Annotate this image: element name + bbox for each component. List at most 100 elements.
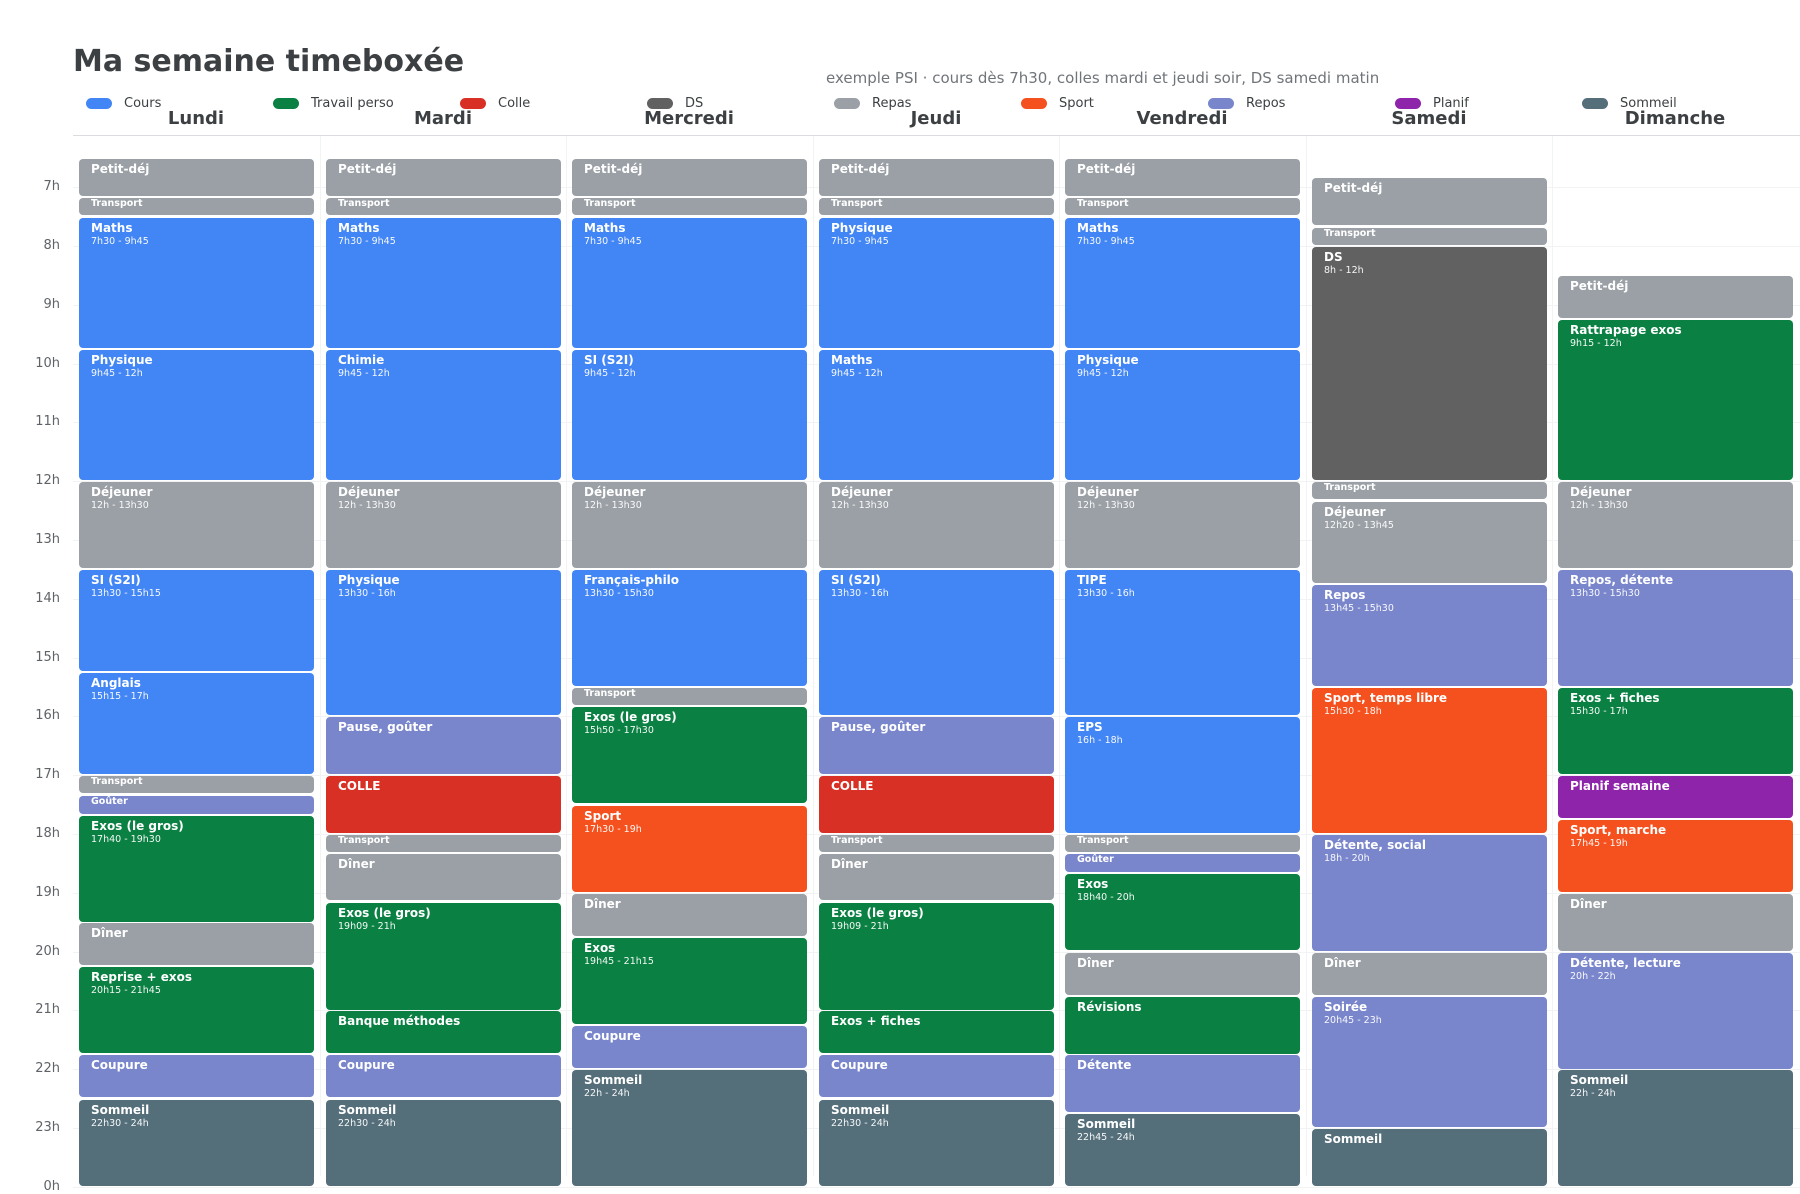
event-block[interactable]: Transport: [1312, 228, 1547, 245]
event-block[interactable]: Transport: [572, 688, 807, 705]
event-block[interactable]: Coupure: [79, 1055, 314, 1097]
event-block[interactable]: Petit-déj: [326, 159, 561, 196]
event-block[interactable]: Français-philo 13h30 - 15h30: [572, 570, 807, 686]
event-block[interactable]: Sommeil 22h - 24h: [572, 1070, 807, 1186]
event-block[interactable]: SI (S2I) 13h30 - 15h15: [79, 570, 314, 671]
event-time: 13h30 - 15h30: [1570, 588, 1640, 599]
event-block[interactable]: Physique 9h45 - 12h: [1065, 350, 1300, 480]
event-block[interactable]: SI (S2I) 9h45 - 12h: [572, 350, 807, 480]
event-block[interactable]: Physique 9h45 - 12h: [79, 350, 314, 480]
event-block[interactable]: Sommeil 22h30 - 24h: [79, 1100, 314, 1186]
event-block[interactable]: TIPE 13h30 - 16h: [1065, 570, 1300, 715]
event-block[interactable]: Petit-déj: [1312, 178, 1547, 225]
event-block[interactable]: Petit-déj: [79, 159, 314, 196]
event-block[interactable]: Détente, social 18h - 20h: [1312, 835, 1547, 951]
event-block[interactable]: Dîner: [326, 854, 561, 900]
event-block[interactable]: Exos (le gros) 19h09 - 21h: [819, 903, 1054, 1010]
event-block[interactable]: Anglais 15h15 - 17h: [79, 673, 314, 774]
event-block[interactable]: Coupure: [326, 1055, 561, 1097]
event-block[interactable]: Sommeil: [1312, 1129, 1547, 1186]
event-block[interactable]: EPS 16h - 18h: [1065, 717, 1300, 833]
event-title: Déjeuner: [1570, 485, 1632, 499]
event-block[interactable]: Transport: [1312, 482, 1547, 499]
event-block[interactable]: Chimie 9h45 - 12h: [326, 350, 561, 480]
event-block[interactable]: Physique 7h30 - 9h45: [819, 218, 1054, 348]
event-block[interactable]: Exos 19h45 - 21h15: [572, 938, 807, 1024]
event-block[interactable]: Sommeil 22h30 - 24h: [326, 1100, 561, 1186]
event-block[interactable]: Sport 17h30 - 19h: [572, 806, 807, 892]
event-block[interactable]: Déjeuner 12h20 - 13h45: [1312, 502, 1547, 583]
event-title: Transport: [831, 835, 883, 846]
event-block[interactable]: Petit-déj: [1558, 276, 1793, 318]
event-block[interactable]: Déjeuner 12h - 13h30: [1065, 482, 1300, 568]
event-title: Français-philo: [584, 573, 680, 587]
event-block[interactable]: Transport: [326, 198, 561, 215]
event-block[interactable]: Dîner: [1065, 953, 1300, 995]
event-block[interactable]: Petit-déj: [819, 159, 1054, 196]
event-block[interactable]: Sport, marche 17h45 - 19h: [1558, 820, 1793, 892]
event-block[interactable]: Petit-déj: [572, 159, 807, 196]
event-block[interactable]: Déjeuner 12h - 13h30: [572, 482, 807, 568]
event-title: Déjeuner: [338, 485, 400, 499]
event-block[interactable]: Transport: [79, 776, 314, 793]
event-block[interactable]: Déjeuner 12h - 13h30: [1558, 482, 1793, 568]
event-block[interactable]: Détente, lecture 20h - 22h: [1558, 953, 1793, 1069]
event-block[interactable]: SI (S2I) 13h30 - 16h: [819, 570, 1054, 715]
event-block[interactable]: Dîner: [1558, 894, 1793, 951]
event-block[interactable]: DS 8h - 12h: [1312, 247, 1547, 480]
event-block[interactable]: Exos (le gros) 17h40 - 19h30: [79, 816, 314, 922]
event-block[interactable]: COLLE: [326, 776, 561, 833]
event-block[interactable]: Coupure: [819, 1055, 1054, 1097]
event-block[interactable]: Maths 7h30 - 9h45: [326, 218, 561, 348]
event-block[interactable]: Transport: [819, 198, 1054, 215]
event-block[interactable]: Goûter: [1065, 854, 1300, 872]
event-block[interactable]: Maths 7h30 - 9h45: [572, 218, 807, 348]
event-title: Physique: [338, 573, 400, 587]
event-block[interactable]: Transport: [1065, 835, 1300, 852]
event-block[interactable]: Déjeuner 12h - 13h30: [819, 482, 1054, 568]
event-block[interactable]: Repos 13h45 - 15h30: [1312, 585, 1547, 686]
event-block[interactable]: Exos + fiches: [819, 1011, 1054, 1053]
event-block[interactable]: Sommeil 22h30 - 24h: [819, 1100, 1054, 1186]
event-block[interactable]: Planif semaine: [1558, 776, 1793, 818]
event-block[interactable]: Maths 9h45 - 12h: [819, 350, 1054, 480]
event-block[interactable]: Physique 13h30 - 16h: [326, 570, 561, 715]
event-block[interactable]: Exos + fiches 15h30 - 17h: [1558, 688, 1793, 774]
event-block[interactable]: Maths 7h30 - 9h45: [79, 218, 314, 348]
event-block[interactable]: Transport: [572, 198, 807, 215]
event-block[interactable]: Goûter: [79, 796, 314, 814]
event-block[interactable]: Petit-déj: [1065, 159, 1300, 196]
event-block[interactable]: Exos 18h40 - 20h: [1065, 874, 1300, 950]
event-block[interactable]: Transport: [326, 835, 561, 852]
event-title: Transport: [1077, 198, 1129, 209]
event-block[interactable]: Soirée 20h45 - 23h: [1312, 997, 1547, 1127]
event-block[interactable]: Transport: [1065, 198, 1300, 215]
event-block[interactable]: Déjeuner 12h - 13h30: [79, 482, 314, 568]
event-block[interactable]: Maths 7h30 - 9h45: [1065, 218, 1300, 348]
event-block[interactable]: Pause, goûter: [326, 717, 561, 774]
event-block[interactable]: Pause, goûter: [819, 717, 1054, 774]
event-block[interactable]: Détente: [1065, 1055, 1300, 1112]
event-block[interactable]: Sommeil 22h - 24h: [1558, 1070, 1793, 1186]
event-block[interactable]: Dîner: [819, 854, 1054, 900]
event-block[interactable]: Transport: [79, 198, 314, 215]
event-block[interactable]: Exos (le gros) 15h50 - 17h30: [572, 707, 807, 803]
event-block[interactable]: Banque méthodes: [326, 1011, 561, 1053]
event-block[interactable]: Dîner: [572, 894, 807, 936]
event-block[interactable]: Reprise + exos 20h15 - 21h45: [79, 967, 314, 1053]
event-block[interactable]: Coupure: [572, 1026, 807, 1068]
event-block[interactable]: Dîner: [1312, 953, 1547, 995]
event-block[interactable]: Révisions: [1065, 997, 1300, 1054]
event-block[interactable]: Rattrapage exos 9h15 - 12h: [1558, 320, 1793, 480]
event-block[interactable]: Sommeil 22h45 - 24h: [1065, 1114, 1300, 1186]
event-title: Transport: [1077, 835, 1129, 846]
event-block[interactable]: Repos, détente 13h30 - 15h30: [1558, 570, 1793, 686]
event-block[interactable]: Dîner: [79, 923, 314, 965]
event-block[interactable]: Transport: [819, 835, 1054, 852]
hour-label: 9h: [43, 297, 60, 312]
event-block[interactable]: Exos (le gros) 19h09 - 21h: [326, 903, 561, 1010]
event-block[interactable]: Déjeuner 12h - 13h30: [326, 482, 561, 568]
event-block[interactable]: Sport, temps libre 15h30 - 18h: [1312, 688, 1547, 833]
hour-label: 15h: [35, 650, 60, 665]
event-block[interactable]: COLLE: [819, 776, 1054, 833]
